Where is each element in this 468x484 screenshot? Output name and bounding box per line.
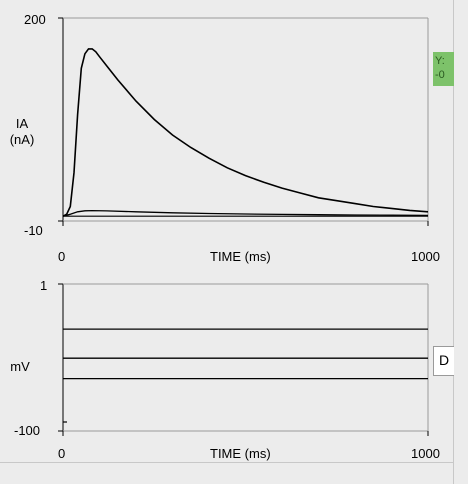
panel-border bbox=[0, 462, 454, 463]
y-readout-tab[interactable]: Y: -0 bbox=[433, 52, 454, 86]
plot-frame bbox=[58, 283, 429, 436]
y-tick-label-bottom: -10 bbox=[24, 223, 43, 238]
panel-border bbox=[453, 0, 454, 484]
y-axis-label: IA (nA) bbox=[10, 116, 35, 147]
x-tick-label-start: 0 bbox=[58, 249, 65, 264]
y-tick-label-bottom: -100 bbox=[14, 423, 40, 438]
tick-labels: 1 -100 0 1000 bbox=[14, 278, 440, 461]
series-lines bbox=[63, 328, 428, 423]
x-axis-label: TIME (ms) bbox=[210, 249, 271, 264]
x-axis-label: TIME (ms) bbox=[210, 446, 271, 461]
voltage-chart[interactable]: 1 -100 0 1000 TIME (ms) mV bbox=[0, 276, 454, 466]
series-lines bbox=[62, 48, 429, 217]
plot-frame bbox=[58, 17, 429, 226]
series-line-1 bbox=[62, 48, 429, 217]
series-line-2 bbox=[62, 209, 429, 217]
x-tick-label-start: 0 bbox=[58, 446, 65, 461]
x-tick-label-end: 1000 bbox=[411, 249, 440, 264]
y-axis-label: mV bbox=[10, 359, 30, 374]
side-tab-d[interactable]: D bbox=[433, 346, 454, 376]
y-tick-label-top: 1 bbox=[40, 278, 47, 293]
tick-labels: 200 -10 0 1000 bbox=[24, 12, 440, 264]
current-chart[interactable]: 200 -10 0 1000 TIME (ms) IA (nA) bbox=[0, 10, 454, 272]
y-tick-label-top: 200 bbox=[24, 12, 46, 27]
x-tick-label-end: 1000 bbox=[411, 446, 440, 461]
